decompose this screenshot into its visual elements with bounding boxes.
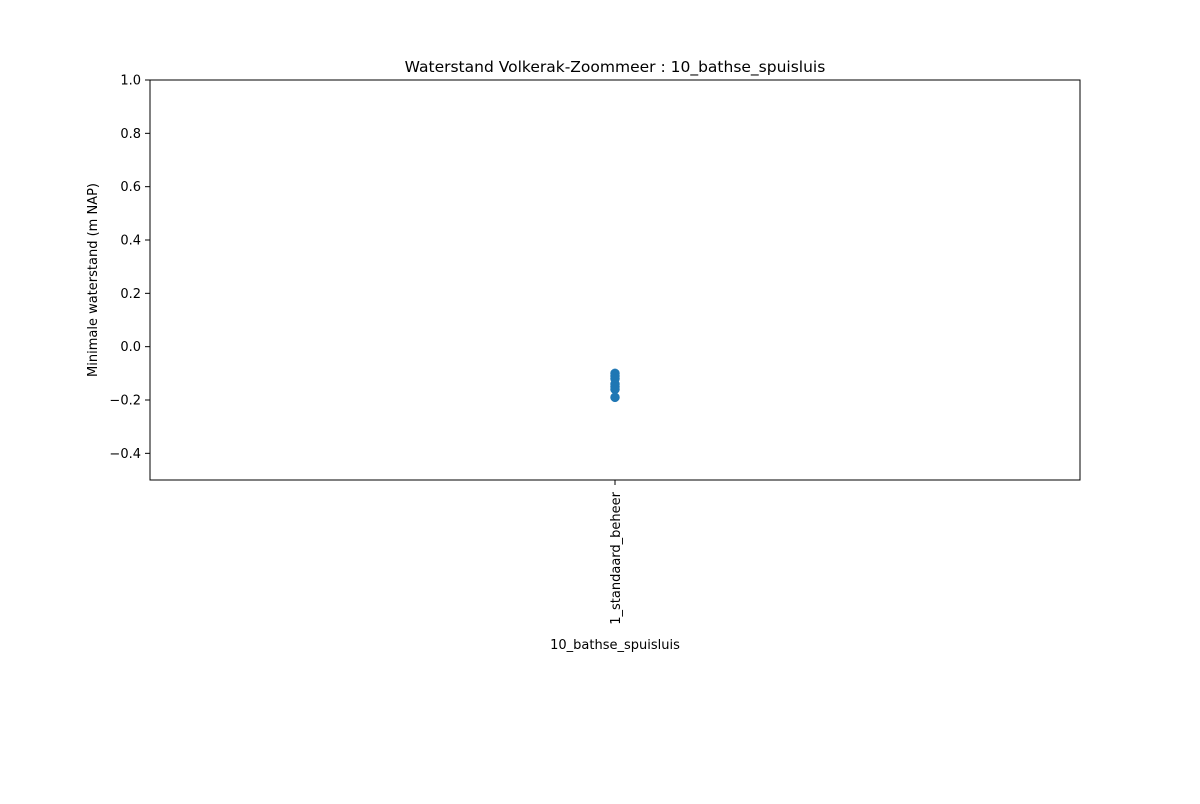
y-tick-label: −0.4 (109, 447, 141, 462)
y-tick-label: −0.2 (109, 394, 141, 409)
y-tick-label: 0.6 (120, 180, 141, 195)
x-tick-label: 1_standaard_beheer (609, 491, 624, 624)
plot-area-frame (149, 79, 1081, 481)
y-axis: −0.4 −0.2 0.0 0.2 0.4 0.6 0.8 1.0 (109, 74, 150, 462)
y-tick-label: 1.0 (120, 74, 141, 89)
data-points (610, 368, 620, 403)
x-axis: 1_standaard_beheer (609, 480, 624, 625)
chart-title: Waterstand Volkerak-Zoommeer : 10_bathse… (405, 58, 826, 77)
data-point (610, 384, 620, 395)
data-point (610, 392, 620, 403)
y-axis-label: Minimale waterstand (m NAP) (86, 183, 101, 377)
y-tick-label: 0.4 (120, 234, 141, 249)
y-tick-label: 0.2 (120, 287, 141, 302)
y-tick-label: 0.0 (120, 340, 141, 355)
y-tick-label: 0.8 (120, 127, 141, 142)
x-axis-label: 10_bathse_spuisluis (550, 638, 680, 653)
